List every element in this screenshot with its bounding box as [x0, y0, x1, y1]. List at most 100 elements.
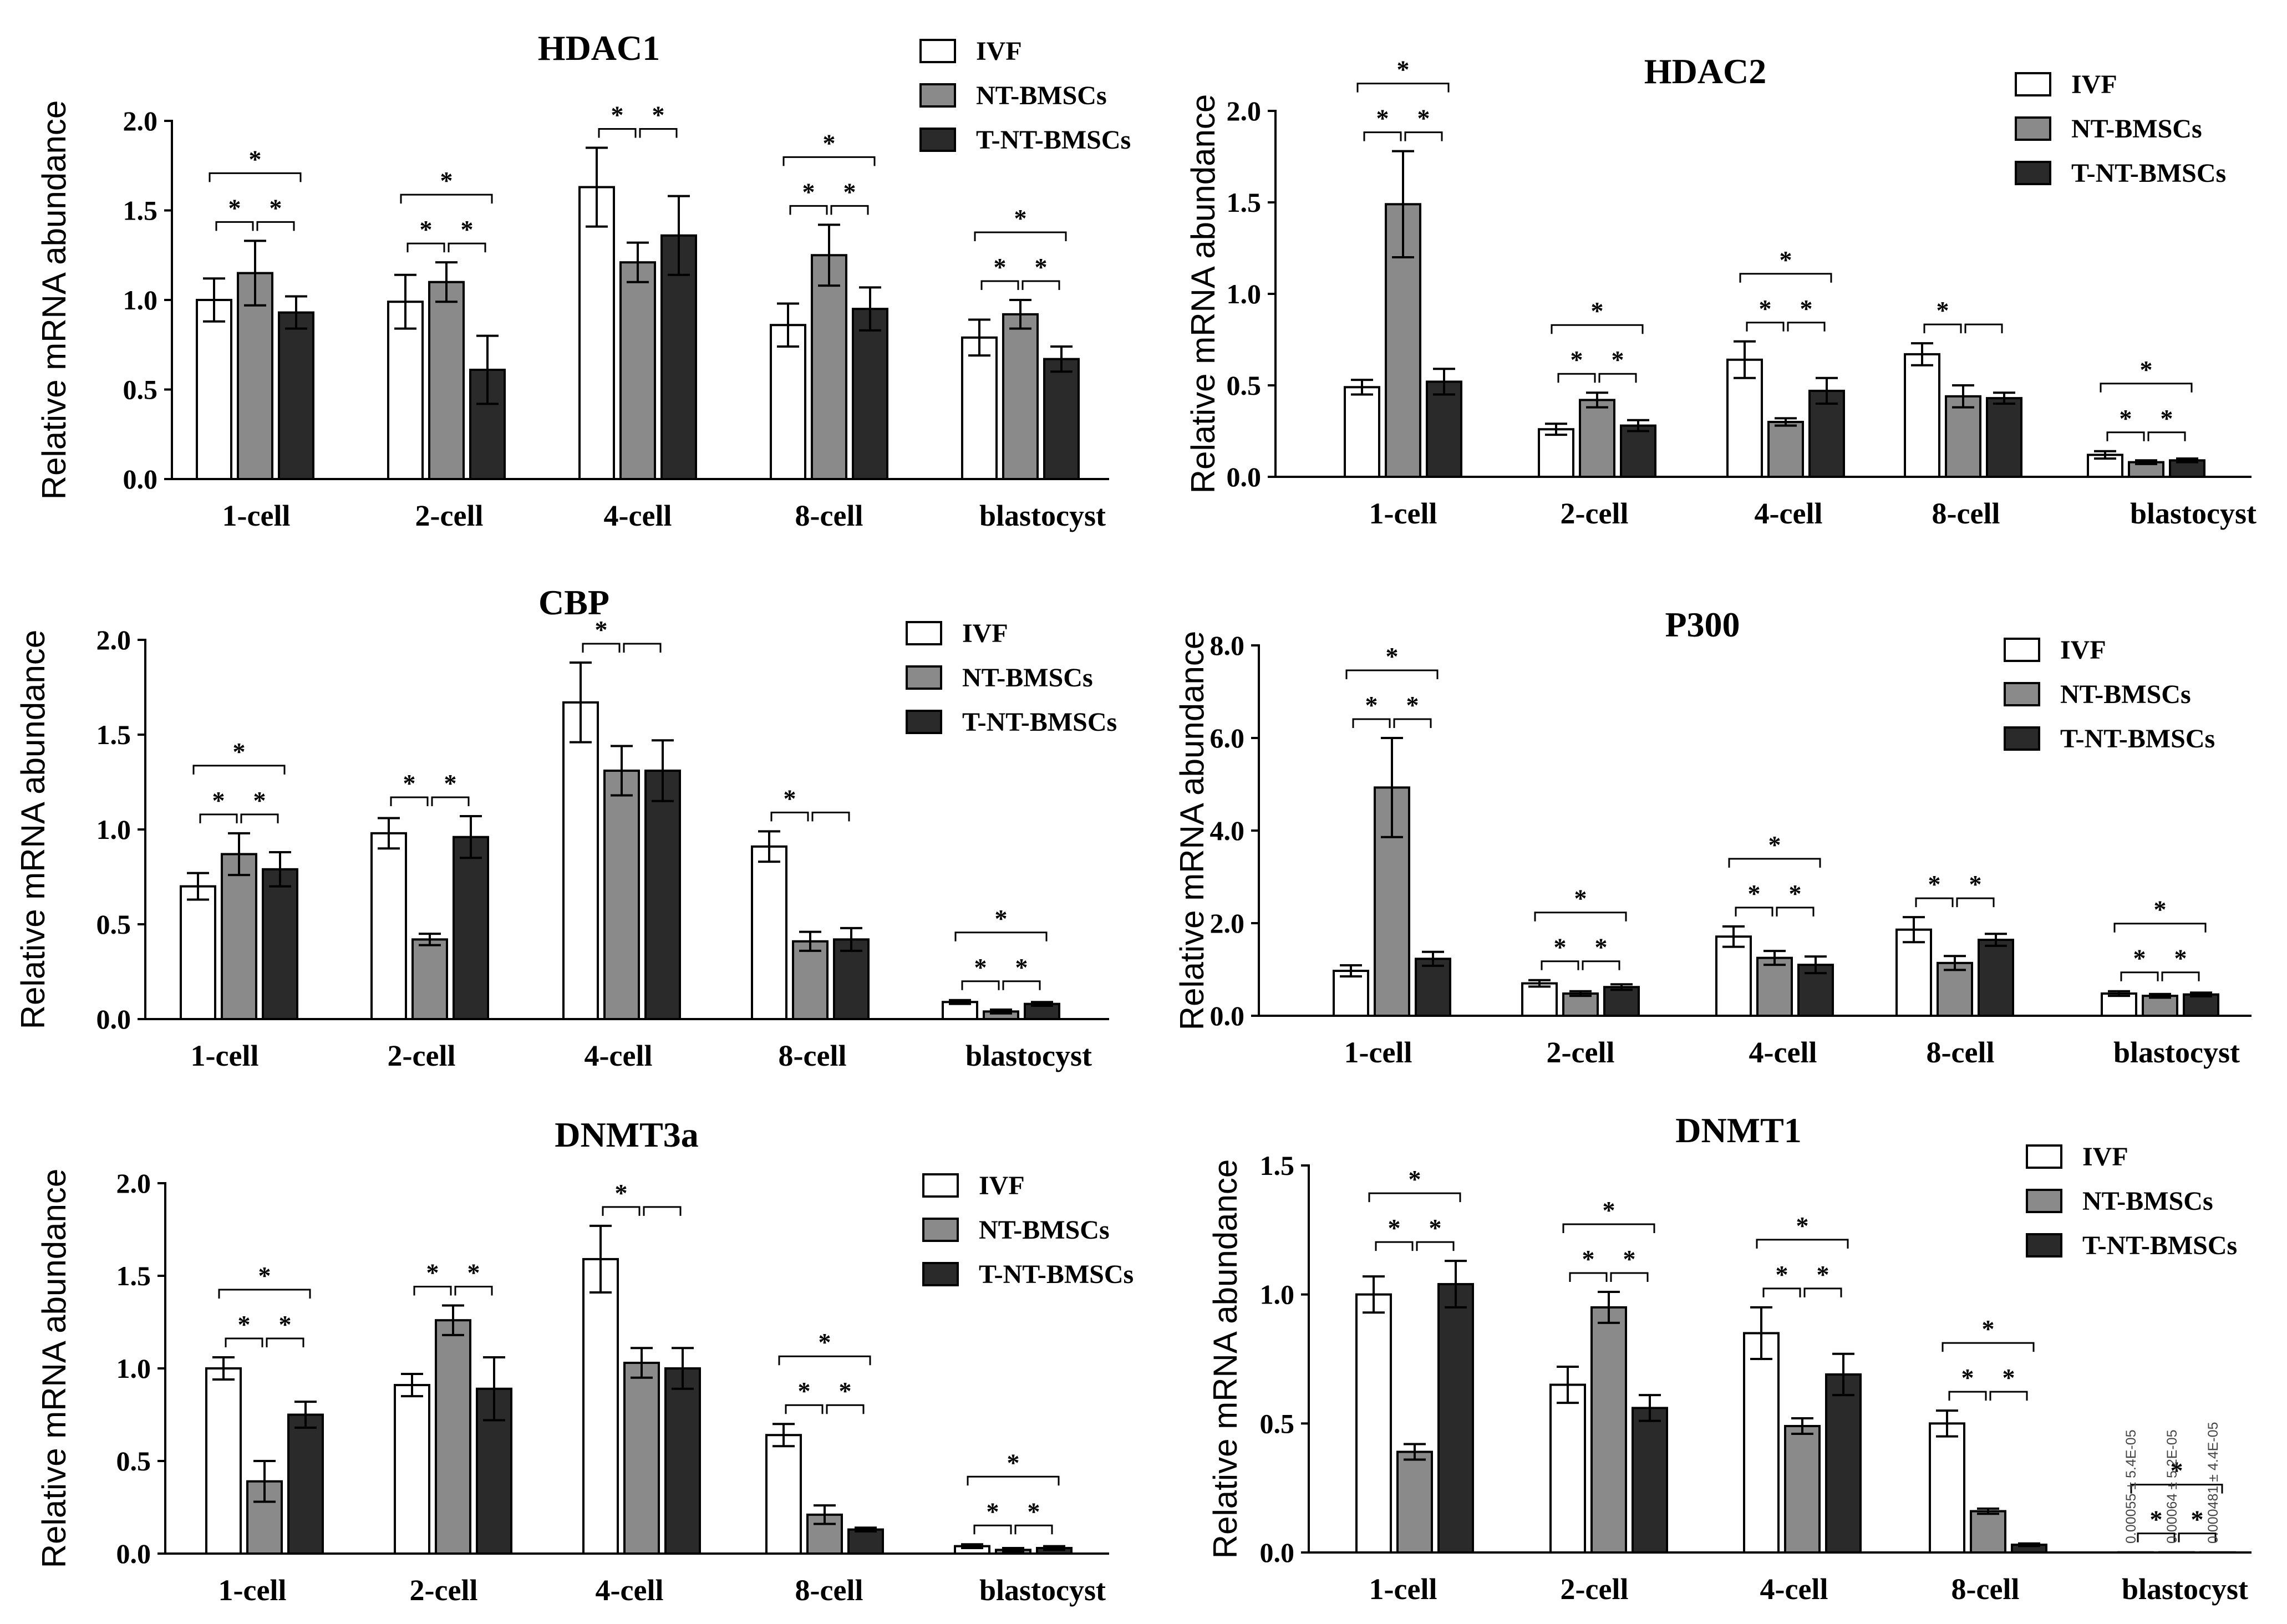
significance-star: *	[279, 1310, 292, 1338]
significance-star: *	[1386, 642, 1399, 670]
y-tick-label: 1.0	[116, 1353, 151, 1384]
significance-bracket	[1570, 1273, 1607, 1282]
significance-star: *	[1780, 246, 1792, 274]
y-tick-label: 1.5	[116, 1260, 151, 1291]
bar-t-nt-bmscs-4-cell	[646, 771, 680, 1019]
significance-star: *	[1961, 1363, 1974, 1392]
legend-label: T-NT-BMSCs	[979, 1260, 1134, 1289]
y-tick-label: 0.0	[1210, 1000, 1245, 1031]
significance-bracket	[219, 1290, 310, 1299]
significance-bracket	[786, 1405, 822, 1414]
y-tick-label: 2.0	[1210, 908, 1245, 939]
y-tick-label: 1.0	[1260, 1279, 1295, 1310]
significance-bracket	[1376, 1242, 1412, 1251]
y-tick-label: 4.0	[1210, 815, 1245, 846]
significance-star: *	[258, 1261, 271, 1290]
significance-star: *	[403, 769, 416, 797]
significance-bracket	[1965, 324, 2002, 333]
bar-ivf-8-cell	[1905, 354, 1939, 477]
legend-label: IVF	[979, 1171, 1025, 1200]
significance-star: *	[426, 1258, 439, 1286]
legend-label: NT-BMSCs	[976, 81, 1107, 110]
significance-bracket	[1763, 1289, 1800, 1297]
y-tick-label: 2.0	[123, 105, 158, 136]
bar-t-nt-bmscs-1-cell	[263, 869, 297, 1019]
y-tick-label: 0.0	[116, 1538, 151, 1569]
legend-label: NT-BMSCs	[2060, 680, 2191, 709]
significance-star: *	[595, 615, 608, 644]
significance-star: *	[615, 1179, 628, 1207]
legend-swatch-nt-bmscs	[921, 84, 955, 106]
significance-star: *	[784, 784, 796, 812]
significance-star: *	[1007, 1448, 1020, 1477]
x-category-label: 4-cell	[596, 1574, 664, 1607]
x-category-label: blastocyst	[2113, 1036, 2240, 1069]
legend-swatch-ivf	[907, 622, 941, 644]
bar-nt-bmscs-2-cell	[413, 939, 447, 1019]
legend-label: T-NT-BMSCs	[976, 125, 1131, 155]
bar-nt-bmscs-2-cell	[1592, 1307, 1626, 1552]
bar-ivf-2-cell	[395, 1385, 429, 1554]
significance-star: *	[1969, 870, 1982, 898]
significance-bracket	[1788, 323, 1824, 332]
y-tick-label: 1.0	[123, 284, 158, 315]
significance-bracket	[226, 1338, 262, 1347]
significance-bracket	[1990, 1392, 2027, 1401]
bar-nt-bmscs-2-cell	[429, 282, 464, 479]
bar-t-nt-bmscs-1-cell	[1439, 1284, 1473, 1552]
x-category-label: 1-cell	[218, 1574, 287, 1607]
x-category-label: blastocyst	[979, 1574, 1106, 1607]
significance-bracket	[241, 814, 278, 823]
significance-star: *	[1817, 1260, 1829, 1289]
significance-star: *	[1035, 253, 1048, 281]
y-tick-label: 2.0	[96, 624, 131, 655]
legend-label: NT-BMSCs	[979, 1215, 1110, 1245]
bar-ivf-8-cell	[1930, 1423, 1964, 1552]
significance-star: *	[1028, 1497, 1040, 1525]
bar-ivf-2-cell	[1551, 1385, 1585, 1552]
significance-bracket	[401, 195, 492, 203]
bar-ivf-8-cell	[752, 847, 786, 1019]
legend-label: T-NT-BMSCs	[2071, 159, 2226, 188]
significance-star: *	[843, 177, 856, 206]
significance-bracket	[1369, 1193, 1460, 1202]
legend-swatch-ivf	[2016, 73, 2050, 95]
bar-t-nt-bmscs-8-cell	[1987, 398, 2021, 477]
significance-bracket	[603, 1207, 639, 1216]
legend-swatch-nt-bmscs	[907, 666, 941, 689]
significance-bracket	[962, 981, 999, 990]
significance-bracket	[2148, 432, 2185, 441]
legend-label: NT-BMSCs	[2082, 1187, 2213, 1216]
significance-star: *	[994, 253, 1007, 281]
significance-bracket	[2162, 973, 2199, 981]
bar-nt-bmscs-blastocyst	[1003, 314, 1038, 479]
y-tick-label: 1.5	[123, 195, 158, 226]
bar-ivf-1-cell	[1356, 1295, 1391, 1552]
significance-star: *	[2174, 944, 2187, 973]
significance-bracket	[583, 644, 619, 653]
bar-ivf-1-cell	[181, 887, 215, 1019]
significance-bracket	[644, 1207, 680, 1216]
significance-bracket	[831, 206, 868, 215]
x-category-label: 8-cell	[795, 1574, 863, 1607]
x-category-label: 8-cell	[1932, 497, 2000, 530]
significance-bracket	[784, 157, 875, 166]
bar-ivf-4-cell	[563, 702, 598, 1019]
significance-bracket	[1346, 670, 1437, 679]
significance-star: *	[1571, 345, 1583, 374]
significance-star: *	[444, 769, 457, 797]
y-tick-label: 1.5	[96, 719, 131, 750]
bar-t-nt-bmscs-4-cell	[1826, 1374, 1861, 1552]
y-tick-label: 2.0	[116, 1168, 151, 1199]
significance-star: *	[652, 100, 665, 129]
bar-t-nt-bmscs-blastocyst	[2184, 995, 2218, 1016]
significance-bracket	[1552, 325, 1643, 334]
significance-bracket	[827, 1405, 863, 1414]
significance-star: *	[1574, 884, 1587, 913]
significance-bracket	[1740, 274, 1831, 283]
x-category-label: blastocyst	[979, 499, 1106, 532]
x-category-label: 2-cell	[1561, 497, 1629, 530]
significance-bracket	[414, 1286, 451, 1295]
